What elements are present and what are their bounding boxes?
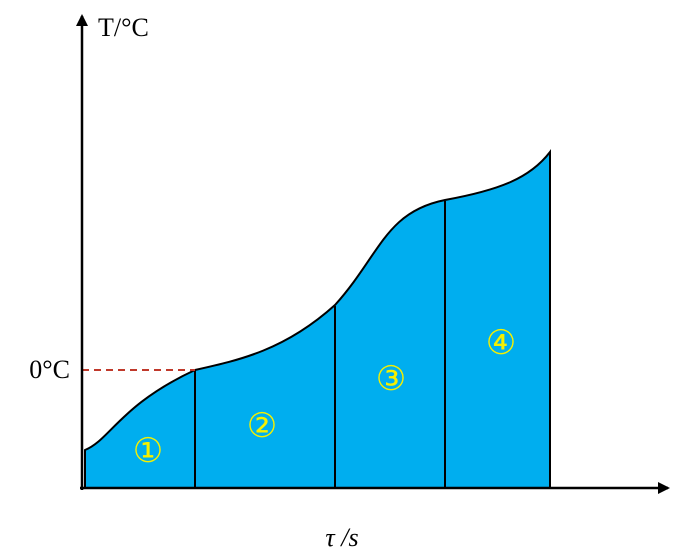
temperature-curve-area [84,149,551,489]
region-label-3: ③ [376,359,406,399]
region-label-1: ① [133,431,163,471]
x-axis-label: τ /s [325,523,358,552]
y-axis-label: T/°C [98,13,149,42]
region-label-4: ④ [486,323,516,363]
region-label-2: ② [247,406,277,446]
zero-degree-label: 0°C [29,355,70,384]
